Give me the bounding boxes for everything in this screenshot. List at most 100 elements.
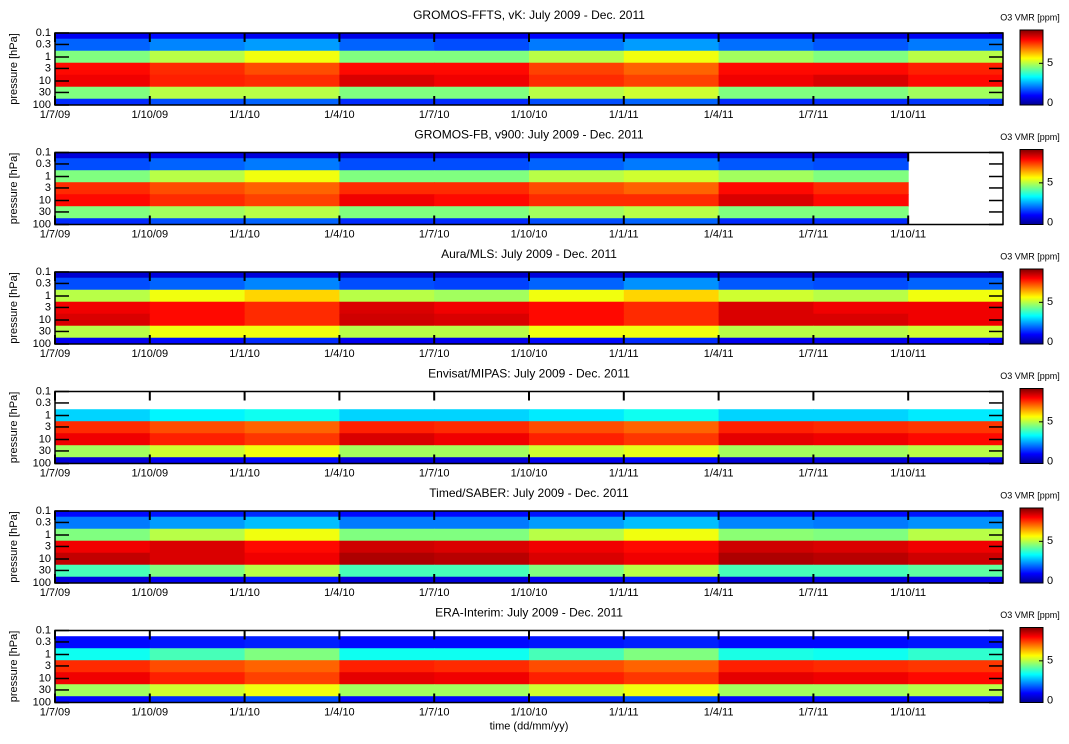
heatmap-cell bbox=[908, 277, 1004, 291]
heatmap-cell bbox=[149, 325, 246, 339]
heatmap-cell bbox=[623, 660, 720, 673]
colorbar-tick-label: 5 bbox=[1047, 535, 1053, 547]
heatmap-cell bbox=[149, 98, 246, 106]
y-tick-label: 30 bbox=[39, 86, 51, 98]
heatmap-cell bbox=[529, 277, 625, 291]
heatmap-cell bbox=[149, 301, 246, 315]
heatmap-cell bbox=[149, 50, 246, 64]
heatmap-cell bbox=[244, 516, 340, 530]
heatmap-cell bbox=[244, 152, 340, 159]
heatmap-cell bbox=[718, 206, 814, 219]
heatmap-cell bbox=[813, 194, 909, 207]
colorbar-tick-label: 5 bbox=[1047, 177, 1053, 189]
heatmap-cell bbox=[55, 696, 151, 703]
heatmap-cell bbox=[529, 74, 625, 88]
heatmap-cell bbox=[718, 516, 814, 530]
heatmap-cell bbox=[339, 33, 435, 40]
heatmap-cell bbox=[623, 672, 720, 685]
heatmap-cell bbox=[623, 182, 720, 195]
x-tick-label: 1/7/09 bbox=[40, 228, 71, 240]
heatmap-cell bbox=[718, 74, 814, 88]
heatmap-cell bbox=[813, 86, 909, 100]
heatmap-cell bbox=[434, 50, 530, 64]
heatmap-cell bbox=[529, 98, 625, 106]
heatmap-cell bbox=[908, 433, 1004, 446]
heatmap-cell bbox=[623, 98, 720, 106]
heatmap-cell bbox=[149, 182, 246, 195]
heatmap-cell bbox=[813, 684, 909, 697]
heatmap-cell bbox=[529, 511, 625, 518]
heatmap-cell bbox=[149, 564, 246, 578]
x-tick-label: 1/7/11 bbox=[799, 467, 829, 479]
heatmap-cell bbox=[908, 684, 1004, 697]
heatmap-cell bbox=[529, 528, 625, 542]
x-tick-label: 1/10/11 bbox=[890, 706, 926, 718]
heatmap-cell bbox=[623, 218, 720, 225]
heatmap-cell bbox=[623, 325, 720, 339]
heatmap-cell bbox=[813, 272, 909, 279]
heatmap-cell bbox=[244, 272, 340, 279]
heatmap-cell bbox=[623, 421, 720, 434]
heatmap-cell bbox=[623, 170, 720, 183]
heatmap-cell bbox=[244, 158, 340, 171]
x-tick-label: 1/7/09 bbox=[40, 467, 71, 479]
heatmap-cell bbox=[55, 433, 151, 446]
heatmap-cell bbox=[813, 511, 909, 518]
heatmap-cell bbox=[908, 50, 1004, 64]
heatmap-cell bbox=[149, 636, 246, 649]
x-tick-label: 1/4/11 bbox=[704, 228, 734, 240]
heatmap-cell bbox=[529, 516, 625, 530]
heatmap-cell bbox=[529, 660, 625, 673]
heatmap-cell bbox=[529, 86, 625, 100]
x-tick-label: 1/7/11 bbox=[799, 348, 829, 360]
y-tick-label: 1 bbox=[45, 51, 51, 63]
x-axis-label: time (dd/mm/yy) bbox=[490, 720, 569, 732]
colorbar-tick-label: 0 bbox=[1047, 336, 1053, 348]
colorbar-tick-label: 0 bbox=[1047, 694, 1053, 706]
y-tick-label: 10 bbox=[39, 194, 51, 206]
heatmap-cell bbox=[339, 277, 435, 291]
x-tick-label: 1/1/10 bbox=[229, 467, 260, 479]
panel-title: ERA-Interim: July 2009 - Dec. 2011 bbox=[435, 606, 623, 620]
y-tick-label: 3 bbox=[45, 421, 51, 433]
colorbar-tick-label: 5 bbox=[1047, 416, 1053, 428]
y-tick-label: 10 bbox=[39, 672, 51, 684]
x-tick-label: 1/7/11 bbox=[799, 109, 829, 121]
heatmap-cell bbox=[718, 62, 814, 76]
heatmap-cell bbox=[149, 74, 246, 88]
y-tick-label: 10 bbox=[39, 553, 51, 565]
heatmap-cell bbox=[623, 86, 720, 100]
heatmap-cell bbox=[339, 62, 435, 76]
heatmap-cell bbox=[149, 648, 246, 661]
y-tick-label: 0.3 bbox=[36, 158, 51, 170]
heatmap-cell bbox=[55, 421, 151, 434]
heatmap-cell bbox=[55, 409, 151, 422]
heatmap-cell bbox=[149, 421, 246, 434]
heatmap-cell bbox=[55, 636, 151, 649]
heatmap-cell bbox=[55, 325, 151, 339]
heatmap-cell bbox=[718, 158, 814, 171]
heatmap-cell bbox=[623, 540, 720, 554]
y-tick-label: 30 bbox=[39, 564, 51, 576]
heatmap-cell bbox=[908, 576, 1004, 584]
heatmap-cell bbox=[244, 170, 340, 183]
heatmap-cell bbox=[149, 337, 246, 345]
heatmap-cell bbox=[908, 696, 1004, 703]
heatmap-cell bbox=[339, 636, 435, 649]
heatmap-cell bbox=[434, 409, 530, 422]
heatmap-cell bbox=[623, 457, 720, 464]
heatmap-cell bbox=[718, 636, 814, 649]
heatmap-cell bbox=[718, 50, 814, 64]
heatmap-cell bbox=[529, 552, 625, 566]
heatmap-cell bbox=[623, 33, 720, 40]
heatmap-cell bbox=[813, 552, 909, 566]
colorbar-label: O3 VMR [ppm] bbox=[1000, 490, 1060, 500]
y-tick-label: 0.1 bbox=[36, 624, 51, 636]
heatmap-cell bbox=[244, 433, 340, 446]
heatmap-cell bbox=[339, 540, 435, 554]
x-tick-label: 1/10/10 bbox=[511, 348, 548, 360]
heatmap-cell bbox=[55, 277, 151, 291]
heatmap-cell bbox=[813, 158, 909, 171]
heatmap-cell bbox=[813, 409, 909, 422]
heatmap-cell bbox=[55, 194, 151, 207]
